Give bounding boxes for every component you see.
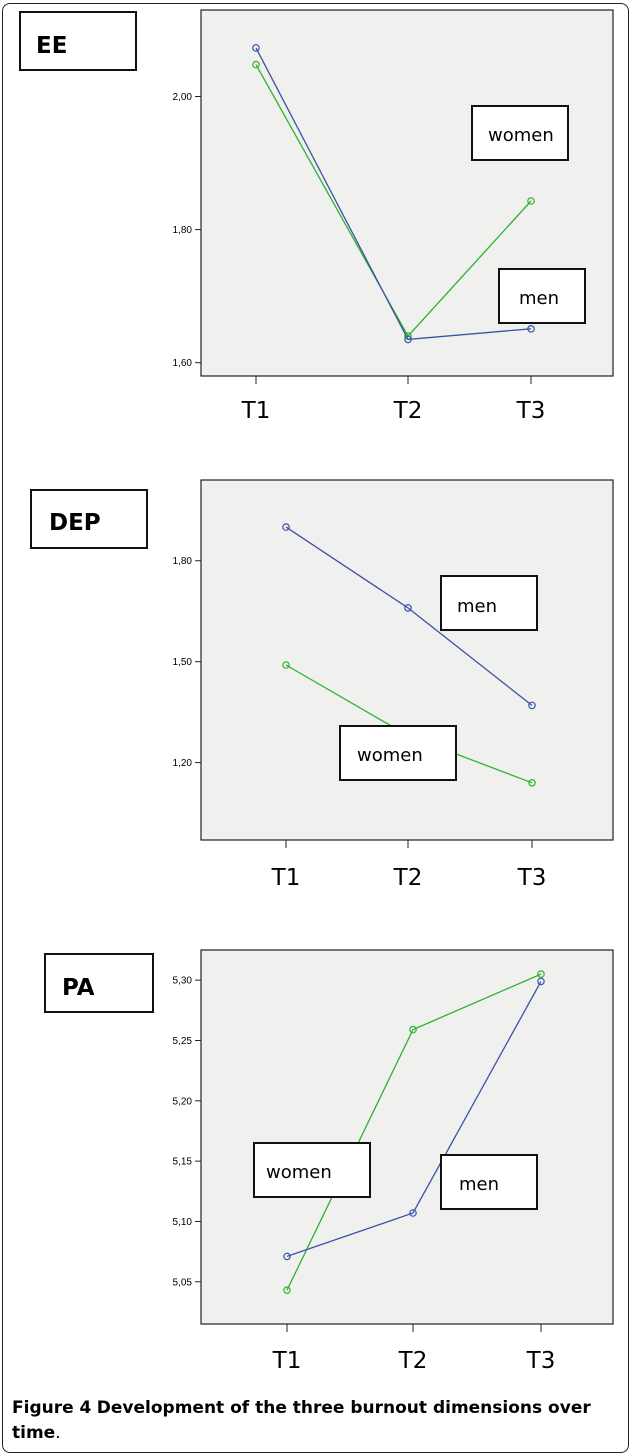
figure-caption: Figure 4 Development of the three burnou…: [12, 1396, 612, 1446]
chart-panel-ee: 1,60 1,80 2,00 T1 T2 T3 EE women men: [19, 9, 614, 424]
data-point-men: [404, 335, 412, 344]
y-tick-label: 5,15: [173, 1157, 193, 1168]
series-label-box-men: [498, 268, 586, 324]
data-point-women: [282, 661, 290, 669]
x-tick-label: T3: [517, 865, 547, 891]
data-point-men: [283, 1252, 291, 1261]
panel-title: DEP: [49, 510, 101, 536]
series-label-box-women: [253, 1142, 371, 1198]
series-label-box-men: [440, 1154, 538, 1210]
series-label-box-men: [440, 575, 538, 631]
series-label-box-women: [471, 105, 569, 161]
caption-text: Development of the three burnout dimensi…: [12, 1398, 591, 1443]
y-tick-label: 2,00: [173, 92, 193, 103]
panel-title-box: [19, 11, 137, 71]
x-tick-label: T1: [241, 398, 271, 424]
data-point-women: [537, 970, 545, 978]
series-line-men: [255, 47, 532, 341]
x-tick-label: T1: [272, 1348, 302, 1374]
panel-title-box: [44, 953, 154, 1013]
y-tick-label: 5,25: [173, 1036, 193, 1047]
chart-panel-pa: 5,05 5,10 5,15 5,20 5,25 5,30 T1 T2 T3 PA women men: [44, 949, 614, 1374]
data-point-men: [404, 604, 412, 612]
series-label-men: men: [459, 1174, 499, 1195]
y-tick-label: 5,30: [173, 976, 193, 987]
series-line-men: [285, 526, 533, 706]
plot-area: [200, 949, 614, 1325]
caption-label: Figure 4: [12, 1398, 92, 1418]
panel-title: EE: [36, 33, 67, 59]
y-tick-label: 1,80: [173, 225, 193, 236]
series-line-women: [286, 973, 542, 1291]
caption-period: .: [55, 1423, 61, 1443]
plot-area: [200, 479, 614, 841]
data-point-women: [409, 1025, 417, 1034]
series-label-men: men: [457, 596, 497, 617]
y-tick-label: 1,20: [173, 758, 193, 769]
data-point-men: [409, 1209, 417, 1217]
series-label-box-women: [339, 725, 457, 781]
x-tick-label: T2: [393, 398, 423, 424]
x-tick-label: T2: [398, 1348, 428, 1374]
data-point-women: [527, 197, 535, 205]
data-point-men: [282, 523, 290, 531]
data-point-women: [283, 1286, 291, 1295]
y-tick-label: 1,60: [173, 358, 193, 369]
y-tick-label: 5,20: [173, 1096, 193, 1107]
chart-panel-dep: 1,20 1,50 1,80 T1 T2 T3 DEP men women: [30, 479, 614, 891]
series-label-women: women: [488, 125, 554, 146]
panel-title-box: [30, 489, 148, 549]
y-tick-label: 5,05: [173, 1277, 193, 1288]
series-label-women: women: [357, 745, 423, 766]
figure-frame: [2, 3, 629, 1453]
series-label-women: women: [266, 1162, 332, 1183]
data-point-women: [528, 778, 536, 787]
x-tick-label: T3: [526, 1348, 556, 1374]
x-tick-label: T1: [271, 865, 301, 891]
data-point-men: [528, 701, 536, 710]
x-tick-label: T3: [516, 398, 546, 424]
y-tick-label: 1,50: [173, 657, 193, 668]
data-point-men: [527, 324, 535, 333]
panel-title: PA: [62, 975, 95, 1001]
y-tick-label: 5,10: [173, 1217, 193, 1228]
data-point-women: [252, 60, 260, 69]
x-tick-label: T2: [393, 865, 423, 891]
y-tick-label: 1,80: [173, 556, 193, 567]
series-line-men: [286, 981, 542, 1258]
data-point-men: [252, 44, 260, 52]
series-label-men: men: [519, 288, 559, 309]
data-point-men: [537, 977, 545, 986]
